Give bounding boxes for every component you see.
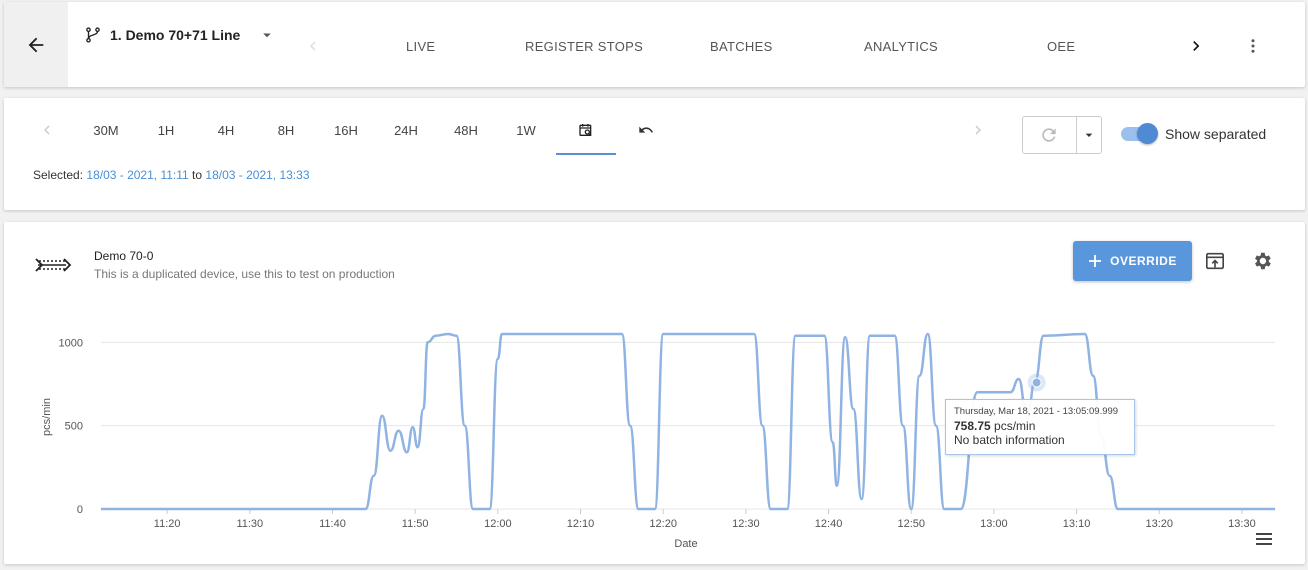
range-4h-button[interactable]: 4H: [217, 123, 235, 138]
x-tick-label: 11:50: [402, 518, 429, 530]
back-button[interactable]: [4, 2, 68, 87]
device-chart-card: Demo 70-0 This is a duplicated device, u…: [4, 222, 1305, 564]
range-48h-button[interactable]: 48H: [454, 123, 478, 138]
y-axis-label: pcs/min: [41, 398, 53, 436]
open-external-icon[interactable]: [1204, 251, 1226, 271]
custom-range-tab[interactable]: [556, 118, 616, 155]
x-tick-label: 12:20: [649, 518, 677, 530]
x-tick-label: 13:00: [980, 518, 1008, 530]
highlight-point[interactable]: [1031, 377, 1042, 388]
x-tick-label: 13:30: [1228, 518, 1256, 530]
chevron-left-icon[interactable]: [38, 121, 56, 139]
x-tick-label: 12:10: [567, 518, 595, 530]
tooltip-batch: No batch information: [954, 433, 1065, 447]
x-tick-label: 11:20: [154, 518, 181, 530]
y-tick-label: 500: [65, 421, 83, 433]
calendar-search-icon: [579, 124, 592, 137]
chevron-left-icon[interactable]: [304, 37, 322, 55]
range-30m-button[interactable]: 30M: [93, 123, 119, 138]
range-16h-button[interactable]: 16H: [334, 123, 358, 138]
top-nav-bar: 1. Demo 70+71 Line LIVE REGISTER STOPS B…: [4, 2, 1305, 87]
tab-oee[interactable]: OEE: [1047, 39, 1076, 54]
tooltip-date: Thursday, Mar 18, 2021 - 13:05:09.999: [954, 406, 1119, 417]
line-name: 1. Demo 70+71 Line: [110, 27, 241, 43]
series-line: [101, 332, 1275, 511]
x-tick-label: 12:30: [732, 518, 760, 530]
selected-to-word: to: [192, 168, 203, 182]
selected-from-link[interactable]: 18/03 - 2021, 11:11: [86, 168, 189, 182]
device-description: This is a duplicated device, use this to…: [94, 267, 395, 281]
device-name: Demo 70-0: [94, 249, 154, 263]
tab-analytics[interactable]: ANALYTICS: [864, 39, 938, 54]
x-tick-label: 12:40: [815, 518, 843, 530]
refresh-options-dropdown[interactable]: [1075, 117, 1101, 153]
plus-icon: [1089, 255, 1102, 267]
tab-batches[interactable]: BATCHES: [710, 39, 773, 54]
chart-tooltip: Thursday, Mar 18, 2021 - 13:05:09.999 75…: [945, 399, 1135, 455]
y-tick-label: 1000: [59, 337, 83, 349]
refresh-button[interactable]: [1023, 117, 1076, 153]
x-tick-label: 12:50: [897, 518, 925, 530]
show-separated-label: Show separated: [1165, 126, 1267, 142]
caret-down-icon: [263, 33, 272, 38]
time-range-toolbar: 30M 1H 4H 8H 16H 24H 48H 1W Show separat…: [4, 98, 1305, 210]
tooltip-value: 758.75: [954, 419, 991, 433]
tab-register-stops[interactable]: REGISTER STOPS: [525, 39, 644, 54]
selected-to-link[interactable]: 18/03 - 2021, 13:33: [205, 168, 310, 182]
refresh-split-button: [1022, 116, 1102, 154]
chevron-right-icon[interactable]: [1186, 36, 1206, 56]
x-tick-label: 13:20: [1145, 518, 1173, 530]
x-tick-label: 11:40: [319, 518, 346, 530]
show-separated-toggle[interactable]: [1119, 123, 1158, 144]
tab-live[interactable]: LIVE: [406, 39, 436, 54]
tooltip-unit: pcs/min: [994, 419, 1036, 433]
range-1w-button[interactable]: 1W: [516, 123, 536, 138]
refresh-icon: [1042, 128, 1056, 142]
selected-prefix: Selected:: [33, 168, 84, 182]
conveyor-icon: [35, 258, 72, 272]
caret-down-icon: [1085, 133, 1093, 137]
production-chart: 0 500 1000 11:20 11:30 11:40 11:50 12:00 12:10 1…: [41, 332, 1275, 550]
selected-range-text: Selected: 18/03 - 2021, 11:11 to 18/03 -…: [33, 168, 310, 182]
x-tick-label: 13:10: [1063, 518, 1091, 530]
override-button[interactable]: OVERRIDE: [1073, 241, 1192, 281]
hamburger-menu-icon[interactable]: [1255, 532, 1273, 546]
range-1h-button[interactable]: 1H: [157, 123, 175, 138]
branch-icon: [86, 27, 100, 43]
line-selector[interactable]: 1. Demo 70+71 Line: [84, 26, 276, 44]
range-24h-button[interactable]: 24H: [394, 123, 418, 138]
override-label: OVERRIDE: [1110, 254, 1177, 268]
arrow-left-icon: [28, 37, 44, 52]
gear-icon[interactable]: [1251, 250, 1273, 272]
x-tick-label: 12:00: [484, 518, 512, 530]
y-tick-label: 0: [77, 504, 83, 516]
range-8h-button[interactable]: 8H: [277, 123, 295, 138]
x-tick-label: 11:30: [236, 518, 263, 530]
more-vert-icon[interactable]: [1244, 37, 1262, 55]
undo-icon[interactable]: [638, 122, 654, 138]
x-axis-label: Date: [674, 538, 697, 550]
chevron-right-icon[interactable]: [969, 121, 987, 139]
